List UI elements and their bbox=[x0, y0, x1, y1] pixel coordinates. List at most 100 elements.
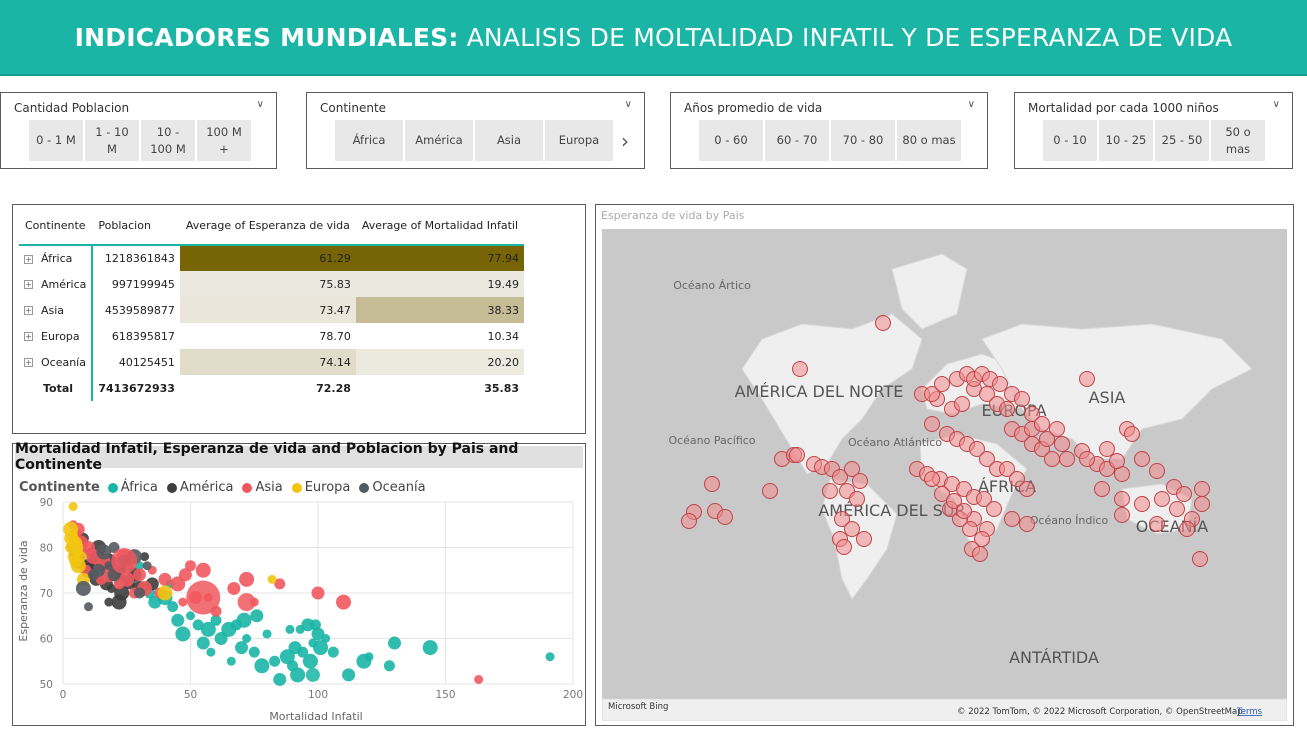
map-bubble[interactable] bbox=[1049, 421, 1065, 437]
map-bubble[interactable] bbox=[875, 315, 891, 331]
world-map[interactable]: Océano Ártico Océano Pacífico Océano Atl… bbox=[602, 229, 1287, 721]
map-bubble[interactable] bbox=[834, 511, 850, 527]
scatter-point[interactable] bbox=[290, 667, 306, 683]
scatter-point[interactable] bbox=[305, 667, 320, 682]
map-bubble[interactable] bbox=[1169, 501, 1185, 517]
scatter-point[interactable] bbox=[175, 626, 191, 642]
map-bubble[interactable] bbox=[924, 386, 940, 402]
scatter-point[interactable] bbox=[267, 574, 277, 584]
table-row[interactable]: + Oceanía 40125451 74.14 20.20 bbox=[19, 349, 525, 375]
chevron-down-icon[interactable]: ∨ bbox=[1272, 99, 1280, 110]
scatter-point[interactable] bbox=[68, 502, 78, 512]
map-bubble[interactable] bbox=[924, 416, 940, 432]
scatter-point[interactable] bbox=[254, 658, 270, 674]
scatter-point[interactable] bbox=[63, 521, 79, 537]
scatter-point[interactable] bbox=[383, 660, 395, 672]
map-bubble[interactable] bbox=[1009, 471, 1025, 487]
scatter-point[interactable] bbox=[113, 578, 125, 590]
map-bubble[interactable] bbox=[1134, 451, 1150, 467]
map-bubble[interactable] bbox=[1019, 481, 1035, 497]
legend-item-asia[interactable]: Asia bbox=[242, 480, 283, 495]
scatter-point[interactable] bbox=[200, 621, 216, 637]
scatter-point[interactable] bbox=[227, 581, 241, 595]
map-bubble[interactable] bbox=[986, 501, 1002, 517]
column-header[interactable]: Average of Mortalidad Infatil bbox=[355, 207, 525, 246]
map-bubble[interactable] bbox=[1124, 426, 1140, 442]
map-bubble[interactable] bbox=[849, 491, 865, 507]
map-bubble[interactable] bbox=[1034, 416, 1050, 432]
map-bubble[interactable] bbox=[1079, 451, 1095, 467]
scatter-point[interactable] bbox=[269, 655, 281, 667]
map-bubble[interactable] bbox=[1176, 486, 1192, 502]
scatter-point[interactable] bbox=[279, 649, 295, 665]
slicer-option[interactable]: 100 M + bbox=[197, 120, 251, 161]
scatter-point[interactable] bbox=[545, 652, 555, 662]
slicer-option[interactable]: Europa bbox=[545, 120, 613, 161]
slicer-option[interactable]: 80 o mas bbox=[897, 120, 961, 161]
slicer-option[interactable]: 50 o mas bbox=[1211, 120, 1265, 161]
map-bubble[interactable] bbox=[1194, 481, 1210, 497]
scatter-point[interactable] bbox=[237, 593, 256, 612]
scatter-point[interactable] bbox=[239, 571, 255, 587]
map-bubble[interactable] bbox=[1044, 451, 1060, 467]
scatter-point[interactable] bbox=[185, 560, 196, 572]
expand-icon[interactable]: + bbox=[24, 280, 33, 289]
map-bubble[interactable] bbox=[1149, 516, 1165, 532]
scatter-point[interactable] bbox=[186, 611, 195, 621]
map-bubble[interactable] bbox=[1004, 511, 1020, 527]
map-bubble[interactable] bbox=[844, 461, 860, 477]
scatter-point[interactable] bbox=[295, 624, 305, 634]
expand-icon[interactable]: + bbox=[24, 254, 33, 264]
slicer-option[interactable]: Asia bbox=[475, 120, 543, 161]
map-bubble[interactable] bbox=[852, 473, 868, 489]
map-bubble[interactable] bbox=[1194, 496, 1210, 512]
map-bubble[interactable] bbox=[856, 531, 872, 547]
slicer-option[interactable]: 70 - 80 bbox=[831, 120, 895, 161]
scatter-point[interactable] bbox=[108, 542, 120, 553]
map-bubble[interactable] bbox=[681, 513, 697, 529]
map-bubble[interactable] bbox=[1109, 453, 1125, 469]
map-bubble[interactable] bbox=[954, 396, 970, 412]
column-header[interactable]: Poblacion bbox=[92, 207, 180, 246]
scatter-point[interactable] bbox=[302, 653, 318, 669]
scatter-point[interactable] bbox=[111, 548, 138, 575]
scatter-point[interactable] bbox=[195, 562, 211, 578]
map-bubble[interactable] bbox=[1179, 521, 1195, 537]
map-bubble[interactable] bbox=[934, 486, 950, 502]
chevron-down-icon[interactable]: ∨ bbox=[624, 99, 632, 110]
map-bubble[interactable] bbox=[934, 376, 950, 392]
scatter-point[interactable] bbox=[142, 561, 152, 571]
slicer-option[interactable]: 25 - 50 bbox=[1155, 120, 1209, 161]
legend-item-europa[interactable]: Europa bbox=[291, 480, 350, 495]
scatter-point[interactable] bbox=[311, 586, 325, 600]
scatter-point[interactable] bbox=[250, 609, 264, 623]
map-bubble[interactable] bbox=[1114, 507, 1130, 523]
map-bubble[interactable] bbox=[972, 546, 988, 562]
scatter-point[interactable] bbox=[84, 602, 93, 612]
slicer-option[interactable]: África bbox=[335, 120, 403, 161]
slicer-option[interactable]: 10 - 100 M bbox=[141, 120, 195, 161]
table-row[interactable]: + África 1218361843 61.29 77.94 bbox=[19, 245, 525, 271]
chevron-down-icon[interactable]: ∨ bbox=[967, 99, 975, 110]
table-row[interactable]: + Europa 618395817 78.70 10.34 bbox=[19, 323, 525, 349]
scatter-point[interactable] bbox=[196, 636, 210, 650]
scatter-point[interactable] bbox=[242, 634, 252, 643]
chevron-down-icon[interactable]: ∨ bbox=[256, 99, 264, 110]
scatter-point[interactable] bbox=[336, 594, 351, 610]
scatter-point[interactable] bbox=[65, 542, 77, 553]
legend-item-america[interactable]: América bbox=[166, 480, 233, 495]
scatter-point[interactable] bbox=[178, 568, 192, 582]
expand-icon[interactable]: + bbox=[24, 306, 33, 315]
scatter-point[interactable] bbox=[388, 636, 401, 650]
scatter-point[interactable] bbox=[75, 580, 91, 596]
slicer-option[interactable]: 0 - 10 bbox=[1043, 120, 1097, 161]
map-bubble[interactable] bbox=[924, 471, 940, 487]
map-bubble[interactable] bbox=[1019, 516, 1035, 532]
map-bubble[interactable] bbox=[1039, 431, 1055, 447]
slicer-option[interactable]: América bbox=[405, 120, 473, 161]
map-bubble[interactable] bbox=[717, 509, 733, 525]
expand-icon[interactable]: + bbox=[24, 332, 33, 341]
scatter-point[interactable] bbox=[88, 569, 100, 581]
scatter-point[interactable] bbox=[192, 619, 204, 631]
scatter-plot[interactable]: 0 50 100 150 200 50 60 70 80 90 Mortalidad Infati… bbox=[13, 496, 585, 726]
